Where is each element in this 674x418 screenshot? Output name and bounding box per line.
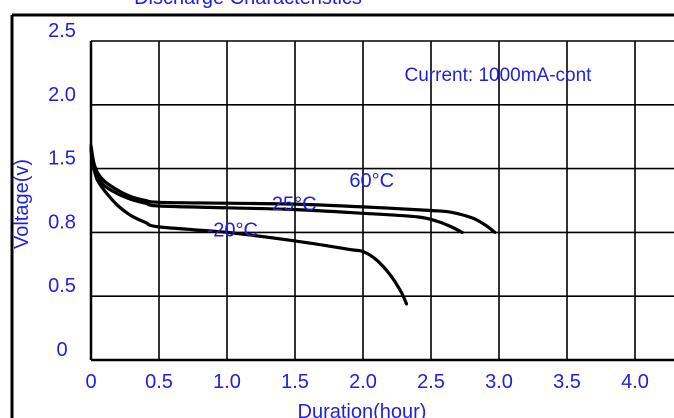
x-tick-label: 1.5 (281, 371, 309, 393)
series-lines (89, 144, 497, 306)
chart-frame (10, 13, 674, 418)
x-axis-label: Duration(hour) (298, 401, 427, 418)
series-label: 60°C (349, 170, 394, 192)
x-tick-label: 3.0 (485, 371, 513, 393)
y-tick-label: 2.0 (48, 84, 76, 106)
x-tick-labels: 0 0.5 1.0 1.5 2.0 2.5 3.0 3.5 4.0 (85, 371, 648, 393)
x-tick-label: 3.5 (553, 371, 581, 393)
grid-lines (89, 40, 674, 362)
x-tick-label: 1.0 (213, 371, 241, 393)
y-axis-label: Voltage(v) (11, 159, 33, 249)
series-label: 25°C (272, 194, 317, 216)
x-tick-label: 2.5 (417, 371, 445, 393)
y-tick-label: 1.5 (48, 148, 76, 170)
y-tick-label: 0 (56, 339, 67, 361)
x-tick-label: 2.0 (349, 371, 377, 393)
y-tick-label: 2.5 (48, 20, 76, 42)
x-tick-label: 4.0 (621, 371, 649, 393)
y-tick-label: 0.5 (48, 275, 76, 297)
series-label: -20°C (207, 220, 258, 242)
series-line (89, 149, 409, 306)
series-line (89, 144, 497, 234)
x-tick-label: 0.5 (145, 371, 173, 393)
series-labels: 60°C 25°C -20°C (207, 170, 394, 242)
series-line (89, 146, 464, 234)
x-tick-label: 0 (85, 371, 96, 393)
current-annotation: Current: 1000mA-cont (405, 65, 593, 86)
y-tick-label: 0.8 (48, 211, 76, 233)
y-tick-labels: 0 0.5 0.8 1.5 2.0 2.5 (48, 20, 76, 361)
chart-title: Discharge Characteristics (134, 0, 362, 9)
